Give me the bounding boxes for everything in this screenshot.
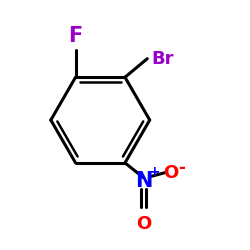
- Text: N: N: [135, 172, 152, 192]
- Text: O: O: [136, 215, 151, 233]
- Text: Br: Br: [151, 50, 174, 68]
- Text: F: F: [68, 26, 83, 46]
- Text: -: -: [178, 159, 185, 177]
- Text: +: +: [148, 165, 160, 179]
- Text: O: O: [163, 164, 178, 182]
